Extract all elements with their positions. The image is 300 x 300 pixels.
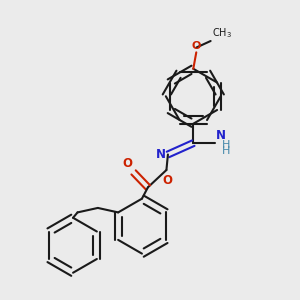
Text: O: O: [192, 41, 201, 51]
Text: N: N: [216, 129, 226, 142]
Text: O: O: [122, 157, 132, 170]
Text: O: O: [162, 174, 172, 187]
Text: H: H: [222, 140, 230, 150]
Text: H: H: [222, 146, 230, 156]
Text: CH$_3$: CH$_3$: [212, 26, 232, 40]
Text: N: N: [155, 148, 166, 161]
